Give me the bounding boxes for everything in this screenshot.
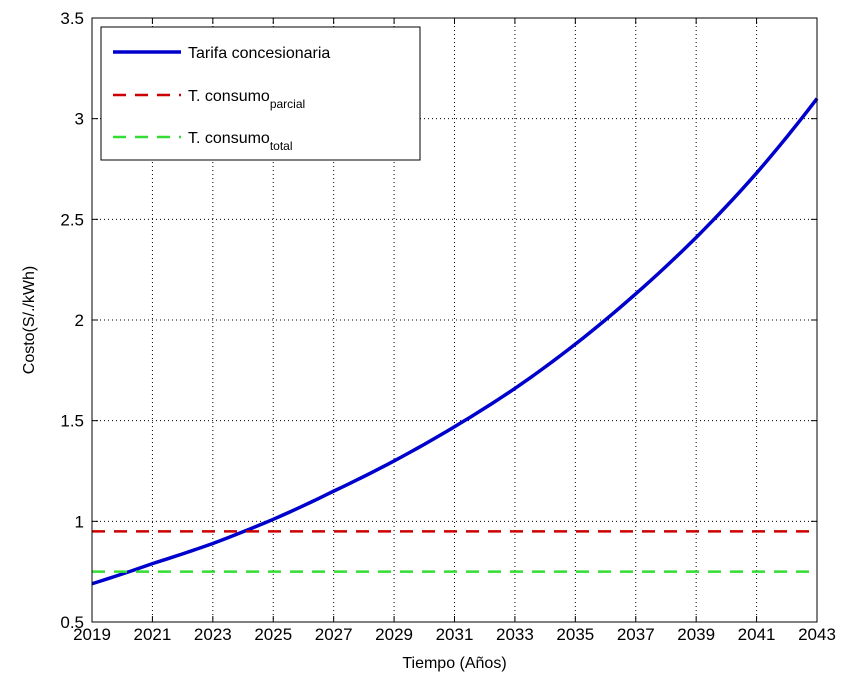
y-axis-label: Costo(S/./kWh) <box>21 266 38 374</box>
x-tick-label: 2043 <box>798 625 836 644</box>
legend-label-1: T. consumoparcial <box>188 88 305 111</box>
legend-label-0: Tarifa concesionaria <box>188 45 330 62</box>
x-tick-label: 2035 <box>556 625 594 644</box>
legend-label-name: T. consumo <box>188 88 270 105</box>
x-tick-label: 2033 <box>496 625 534 644</box>
y-tick-label: 2 <box>75 311 84 330</box>
x-tick-label: 2041 <box>738 625 776 644</box>
y-tick-label: 1.5 <box>60 412 84 431</box>
legend-label-subscript: parcial <box>270 97 305 111</box>
x-tick-label: 2029 <box>375 625 413 644</box>
x-tick-label: 2039 <box>677 625 715 644</box>
x-tick-label: 2031 <box>436 625 474 644</box>
x-tick-label: 2021 <box>134 625 172 644</box>
y-tick-label: 1 <box>75 512 84 531</box>
x-tick-label: 2025 <box>254 625 292 644</box>
y-tick-label: 0.5 <box>60 613 84 632</box>
x-axis-label: Tiempo (Años) <box>402 655 506 672</box>
y-tick-label: 2.5 <box>60 210 84 229</box>
series-layer <box>91 97 819 586</box>
legend-label-name: T. consumo <box>188 130 270 147</box>
y-tick-label: 3.5 <box>60 9 84 28</box>
legend-label-subscript: total <box>270 139 293 153</box>
series-line-0 <box>91 97 819 586</box>
ticks: 2019 2021 2023 2025 2027 2029 2031 2033 2035 2037… <box>60 9 836 644</box>
legend-label-2: T. consumototal <box>188 130 293 153</box>
x-tick-label: 2019 <box>73 625 111 644</box>
legend-label-name: Tarifa concesionaria <box>188 45 330 62</box>
x-tick-label: 2023 <box>194 625 232 644</box>
x-tick-label: 2037 <box>617 625 655 644</box>
legend-box <box>100 26 421 161</box>
x-tick-label: 2027 <box>315 625 353 644</box>
y-tick-label: 3 <box>75 110 84 129</box>
